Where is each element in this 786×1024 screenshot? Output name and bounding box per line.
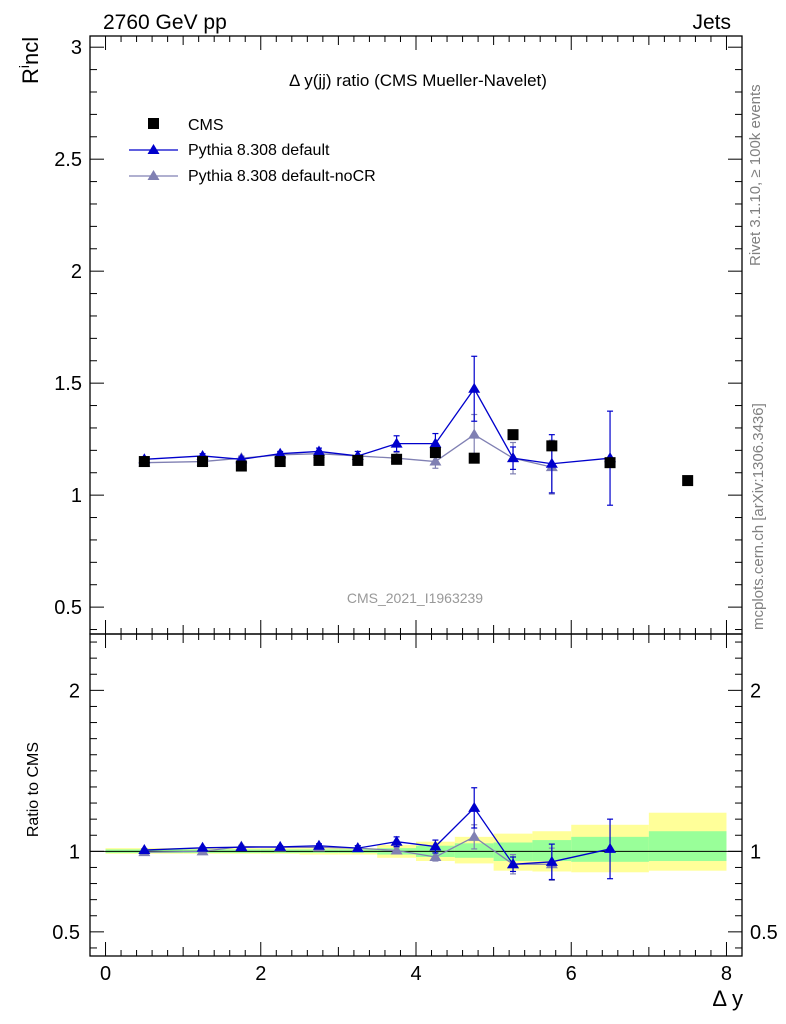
cms-point (468, 452, 480, 464)
ratio-y-tick-label: 2 (69, 680, 80, 702)
default-point (545, 457, 558, 468)
nocr-point (468, 428, 481, 439)
cms-point (352, 454, 364, 466)
ratio-frame (89, 633, 743, 957)
cms-point (274, 456, 286, 468)
cms-point (507, 429, 519, 441)
ratio-default-point (351, 842, 364, 853)
ratio-default-point (429, 840, 442, 851)
y-tick-label: 0.5 (54, 597, 82, 619)
default-point (312, 445, 325, 456)
analysis-watermark: CMS_2021_I1963239 (347, 590, 483, 606)
cms-point (604, 457, 616, 469)
header-left: 2760 GeV pp (103, 11, 227, 34)
ratio-default-point (235, 841, 248, 852)
svg-text:Rincl: Rincl (16, 37, 43, 84)
ratio-default-point (274, 840, 287, 851)
cms-point (197, 456, 209, 468)
y-tick-label: 2 (71, 261, 82, 283)
ratio-y-tick-label: 1 (69, 841, 80, 863)
default-line (144, 387, 611, 465)
x-tick-label: 0 (100, 963, 111, 985)
chart-title: Δ y(jj) ratio (CMS Mueller-Navelet) (289, 71, 547, 90)
main-ylabel-rest: ncl (18, 37, 43, 65)
cms-point (391, 453, 403, 465)
header-right: Jets (692, 11, 731, 34)
ratio-default-point (468, 801, 481, 812)
band-inner-12 (648, 831, 727, 862)
x-tick-label: 8 (721, 963, 732, 985)
legend-label-default: Pythia 8.308 default (188, 142, 330, 159)
ratio-default-point (138, 844, 151, 855)
default-point (468, 382, 481, 393)
y-tick-label: 1.5 (54, 373, 82, 395)
x-tick-label: 4 (410, 963, 421, 985)
ratio-nocr-point (468, 830, 481, 841)
ratio-default-line (144, 806, 611, 865)
ratio-default-point (196, 841, 209, 852)
ratio-ylabel: Ratio to CMS (25, 742, 42, 837)
default-point (507, 452, 520, 463)
nocr-point (429, 455, 442, 466)
band-inner-8 (454, 843, 494, 858)
ratio-panel: 0 2 4 6 8 0.5 0.5 1 1 2 2 (52, 633, 778, 985)
ratio-default-point (312, 839, 325, 850)
ratio-y-tick-label-right: 2 (750, 680, 761, 702)
ratio-nocr-point (390, 844, 403, 855)
cms-point (429, 447, 441, 459)
default-point (429, 437, 442, 448)
legend: CMS Pythia 8.308 default Pythia 8.308 de… (129, 117, 376, 185)
ratio-default-point (507, 858, 520, 869)
rivet-label: Rivet 3.1.10, ≥ 100k events (747, 84, 764, 266)
legend-label-cms: CMS (188, 117, 224, 134)
main-ylabel: Rincl (16, 37, 43, 84)
main-ylabel-base: R (18, 68, 43, 84)
main-panel: 0.5 1 1.5 2 2.5 3 (54, 35, 743, 635)
y-tick-label: 3 (71, 37, 82, 59)
x-tick-label: 2 (255, 963, 266, 985)
cms-point (138, 456, 150, 468)
ratio-default-point (390, 835, 403, 846)
ratio-y-tick-label: 0.5 (52, 922, 80, 944)
cms-point (235, 460, 247, 472)
ratio-y-tick-label-right: 0.5 (750, 922, 778, 944)
legend-marker-default (147, 144, 160, 154)
y-tick-label: 2.5 (54, 149, 82, 171)
cms-point (313, 454, 325, 466)
legend-marker-cms (148, 118, 159, 129)
cms-point (546, 440, 558, 452)
default-point (390, 437, 403, 448)
x-tick-label: 6 (566, 963, 577, 985)
ratio-default-point (545, 855, 558, 866)
y-tick-label: 1 (71, 485, 82, 507)
ratio-y-tick-label-right: 1 (750, 841, 761, 863)
mcplots-label: mcplots.cern.ch [arXiv:1306.3436] (750, 403, 767, 630)
ratio-nocr-point (429, 850, 442, 861)
main-ylabel-sup: i (16, 65, 32, 68)
legend-marker-nocr (147, 170, 160, 180)
legend-label-nocr: Pythia 8.308 default-noCR (188, 168, 376, 185)
default-point (274, 447, 287, 458)
x-axis-label: Δ y (712, 986, 743, 1011)
cms-point (682, 475, 694, 487)
ratio-default-point (604, 842, 617, 853)
